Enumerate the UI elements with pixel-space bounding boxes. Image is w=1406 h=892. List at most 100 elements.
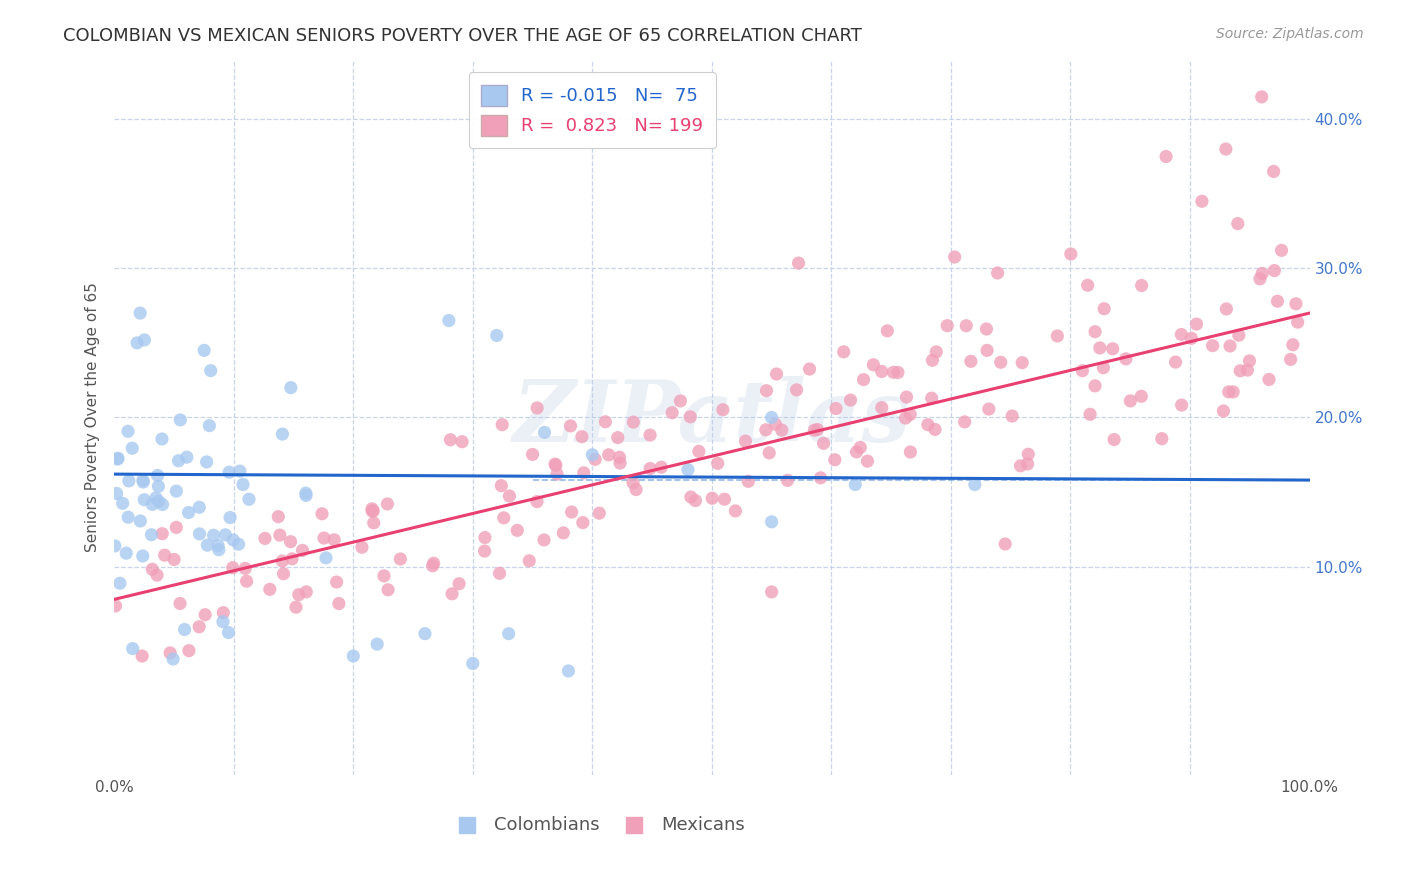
Point bbox=[546, 467, 568, 481]
Point bbox=[1170, 327, 1192, 342]
Point bbox=[882, 365, 904, 379]
Point bbox=[572, 466, 595, 480]
Point bbox=[422, 556, 444, 570]
Point bbox=[389, 552, 412, 566]
Point bbox=[193, 343, 215, 358]
Point bbox=[638, 428, 661, 442]
Point bbox=[896, 390, 918, 404]
Point bbox=[150, 432, 173, 446]
Point bbox=[107, 452, 129, 467]
Point bbox=[377, 582, 399, 597]
Point bbox=[1001, 409, 1024, 423]
Point bbox=[361, 504, 384, 518]
Point bbox=[377, 497, 399, 511]
Point bbox=[492, 511, 515, 525]
Point bbox=[526, 401, 548, 415]
Point bbox=[361, 501, 384, 516]
Point bbox=[312, 531, 335, 545]
Point bbox=[1251, 267, 1274, 281]
Point bbox=[1180, 331, 1202, 345]
Point bbox=[1088, 341, 1111, 355]
Point bbox=[734, 434, 756, 449]
Point bbox=[669, 393, 692, 408]
Point bbox=[461, 657, 484, 671]
Point bbox=[1222, 384, 1244, 399]
Point bbox=[451, 434, 474, 449]
Point bbox=[104, 539, 127, 553]
Point bbox=[145, 491, 167, 505]
Point bbox=[679, 409, 702, 424]
Point bbox=[1077, 278, 1099, 293]
Point bbox=[474, 531, 496, 545]
Point bbox=[544, 457, 567, 471]
Point bbox=[870, 364, 893, 378]
Point bbox=[711, 402, 734, 417]
Point bbox=[900, 445, 922, 459]
Point bbox=[202, 528, 225, 542]
Point bbox=[533, 533, 555, 547]
Point bbox=[679, 490, 702, 504]
Point bbox=[1218, 384, 1240, 399]
Point bbox=[212, 606, 235, 620]
Point bbox=[765, 367, 787, 381]
Point bbox=[571, 430, 593, 444]
Point bbox=[217, 625, 239, 640]
Point bbox=[141, 562, 163, 576]
Point bbox=[1282, 338, 1305, 352]
Point bbox=[1170, 398, 1192, 412]
Point bbox=[188, 500, 211, 515]
Point bbox=[195, 455, 218, 469]
Point bbox=[1229, 364, 1251, 378]
Point bbox=[491, 478, 513, 492]
Point bbox=[366, 637, 388, 651]
Point bbox=[198, 418, 221, 433]
Point bbox=[581, 448, 603, 462]
Point bbox=[661, 406, 683, 420]
Legend: R = -0.015   N=  75, R =  0.823   N= 199: R = -0.015 N= 75, R = 0.823 N= 199 bbox=[468, 72, 716, 148]
Point bbox=[208, 542, 231, 557]
Point bbox=[921, 353, 943, 368]
Point bbox=[253, 532, 276, 546]
Point bbox=[737, 475, 759, 489]
Point bbox=[776, 473, 799, 487]
Point bbox=[153, 548, 176, 562]
Point bbox=[763, 417, 786, 432]
Point bbox=[498, 489, 520, 503]
Point bbox=[311, 507, 333, 521]
Point bbox=[273, 566, 295, 581]
Point bbox=[955, 318, 977, 333]
Point bbox=[572, 516, 595, 530]
Point bbox=[146, 568, 169, 582]
Point bbox=[121, 441, 143, 455]
Point bbox=[125, 335, 148, 350]
Point bbox=[1092, 360, 1115, 375]
Text: COLOMBIAN VS MEXICAN SENIORS POVERTY OVER THE AGE OF 65 CORRELATION CHART: COLOMBIAN VS MEXICAN SENIORS POVERTY OVE… bbox=[63, 27, 862, 45]
Point bbox=[129, 514, 152, 528]
Point bbox=[1078, 407, 1101, 421]
Point bbox=[813, 436, 835, 450]
Point bbox=[108, 576, 131, 591]
Point bbox=[1017, 457, 1039, 471]
Point bbox=[706, 456, 728, 470]
Point bbox=[121, 641, 143, 656]
Point bbox=[806, 423, 828, 437]
Point bbox=[787, 256, 810, 270]
Point bbox=[1215, 142, 1237, 156]
Point bbox=[1286, 315, 1309, 329]
Point bbox=[598, 448, 620, 462]
Point bbox=[1119, 393, 1142, 408]
Point bbox=[1130, 278, 1153, 293]
Point bbox=[134, 492, 156, 507]
Point bbox=[1130, 389, 1153, 403]
Point bbox=[413, 626, 436, 640]
Point bbox=[894, 411, 917, 425]
Point bbox=[1017, 447, 1039, 461]
Point bbox=[761, 585, 783, 599]
Point bbox=[141, 527, 163, 541]
Point bbox=[898, 408, 921, 422]
Point bbox=[862, 358, 884, 372]
Point bbox=[229, 464, 252, 478]
Point bbox=[799, 362, 821, 376]
Point bbox=[134, 333, 156, 347]
Point bbox=[118, 474, 141, 488]
